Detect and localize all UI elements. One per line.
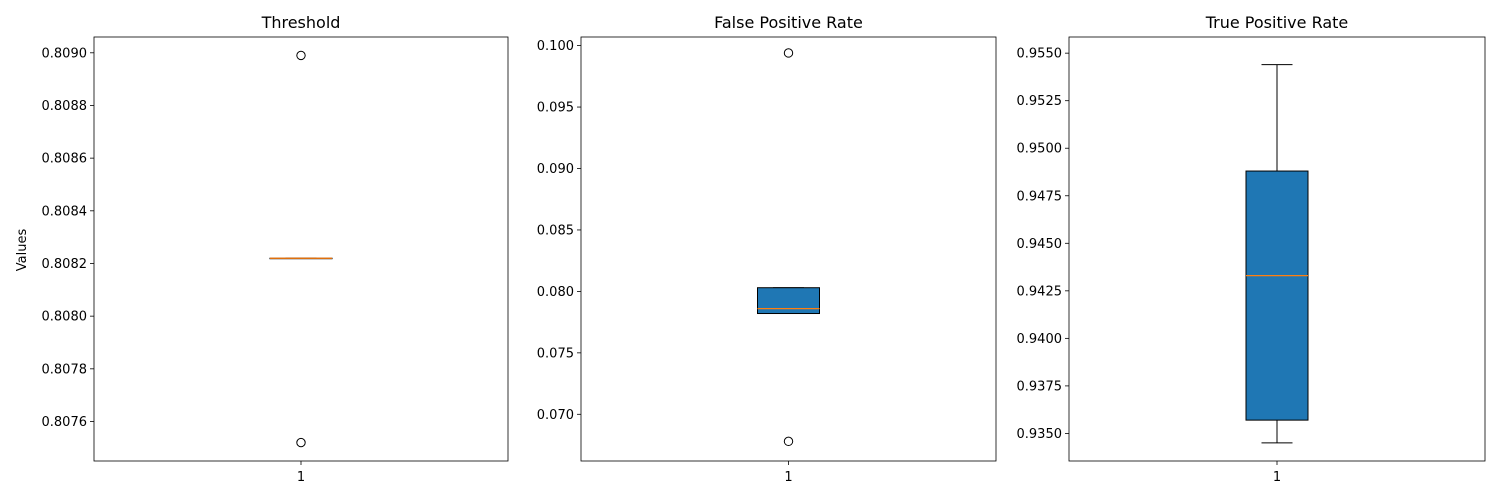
- y-tick-label: 0.8078: [42, 362, 88, 377]
- x-tick-label: 1: [784, 470, 792, 485]
- plot-frame: [1068, 36, 1486, 462]
- y-tick-label: 0.8088: [42, 99, 88, 114]
- outlier-point: [783, 436, 794, 447]
- y-tick-label: 0.085: [537, 223, 574, 238]
- outlier-point: [296, 437, 306, 448]
- y-tick-label: 0.8080: [42, 310, 88, 325]
- y-tick-label: 0.9450: [1017, 237, 1063, 252]
- y-tick-label: 0.075: [537, 346, 574, 361]
- y-tick-label: 0.9500: [1017, 142, 1063, 157]
- y-tick-label: 0.8082: [42, 257, 88, 272]
- subplot-2: False Positive Rate 0.070 0.075 0.080 0.085 0…: [537, 13, 997, 485]
- outlier-point: [296, 50, 306, 61]
- x-tick-label: 1: [1273, 470, 1281, 485]
- y-tick-label: 0.9425: [1017, 284, 1063, 299]
- y-tick-label: 0.9400: [1017, 332, 1063, 347]
- outlier-point: [783, 48, 794, 58]
- plot-frame: [580, 36, 997, 462]
- y-tick-label: 0.9350: [1017, 427, 1063, 442]
- box: [757, 287, 820, 315]
- y-tick-label: 0.8084: [42, 204, 88, 219]
- y-tick-label: 0.9525: [1017, 94, 1063, 109]
- x-tick-label: 1: [297, 470, 305, 485]
- subplot-title: Threshold: [261, 13, 341, 32]
- plot-frame: [93, 36, 509, 462]
- y-tick-label: 0.8076: [42, 415, 88, 430]
- subplot-title: False Positive Rate: [714, 13, 863, 32]
- subplot-title: True Positive Rate: [1205, 13, 1349, 32]
- y-tick-label: 0.095: [537, 101, 574, 116]
- box: [1245, 170, 1309, 421]
- y-tick-label: 0.9375: [1017, 379, 1063, 394]
- y-tick-label: 0.080: [537, 285, 574, 300]
- y-tick-label: 0.9475: [1017, 189, 1063, 204]
- y-tick-label: 0.090: [537, 162, 574, 177]
- y-tick-label: 0.070: [537, 408, 574, 423]
- y-tick-label: 0.9550: [1017, 47, 1063, 62]
- y-tick-label: 0.8090: [42, 46, 88, 61]
- subplot-3: True Positive Rate 0.9350 0.9375 0.9400 0.94…: [1017, 13, 1486, 485]
- subplot-1: Threshold 0.8076 0.8078 0.8080 0.8082 0.8084 0…: [42, 13, 509, 485]
- y-tick-label: 0.100: [537, 39, 574, 54]
- y-tick-label: 0.8086: [42, 152, 88, 167]
- y-axis-label: Values: [15, 229, 30, 272]
